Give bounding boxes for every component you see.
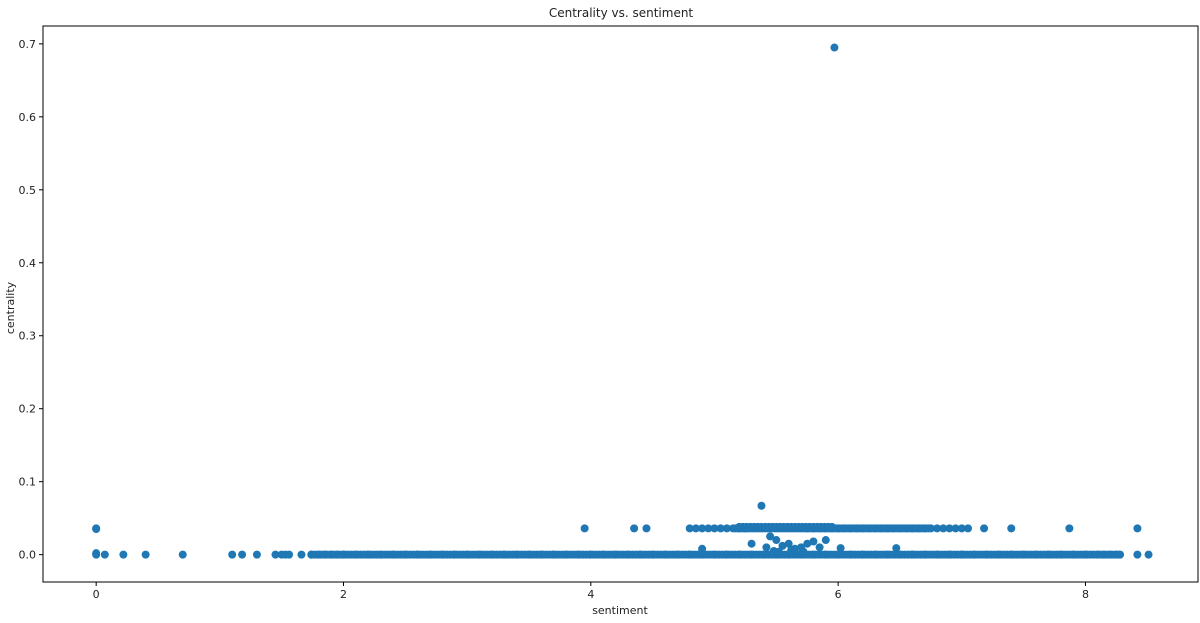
scatter-point	[951, 524, 960, 533]
scatter-point	[580, 524, 589, 533]
scatter-point	[892, 544, 901, 553]
scatter-point	[836, 544, 845, 553]
scatter-point	[980, 524, 989, 533]
scatter-point	[704, 524, 713, 533]
scatter-point	[747, 539, 756, 548]
y-tick-label: 0.6	[19, 111, 37, 124]
scatter-point	[803, 539, 812, 548]
scatter-point	[821, 536, 830, 545]
y-tick-label: 0.3	[19, 330, 37, 343]
scatter-point	[778, 541, 787, 550]
scatter-point	[957, 524, 966, 533]
scatter-point	[698, 524, 707, 533]
scatter-point	[238, 550, 247, 559]
scatter-point	[939, 524, 948, 533]
scatter-point	[762, 543, 771, 552]
y-tick-label: 0.7	[19, 38, 37, 51]
y-tick-label: 0.4	[19, 257, 37, 270]
scatter-point	[92, 525, 101, 534]
scatter-point	[271, 550, 280, 559]
scatter-point	[252, 550, 261, 559]
scatter-point	[784, 539, 793, 548]
scatter-point	[827, 522, 836, 531]
x-tick-label: 4	[587, 588, 594, 601]
scatter-point	[1133, 524, 1142, 533]
scatter-point	[815, 543, 824, 552]
chart-title: Centrality vs. sentiment	[549, 6, 694, 20]
scatter-point	[716, 524, 725, 533]
scatter-point	[722, 524, 731, 533]
scatter-point	[766, 532, 775, 541]
scatter-point	[710, 524, 719, 533]
x-tick-label: 8	[1082, 588, 1089, 601]
y-tick-label: 0.0	[19, 549, 37, 562]
scatter-point	[830, 43, 839, 52]
x-tick-label: 2	[340, 588, 347, 601]
scatter-point	[772, 536, 781, 545]
y-axis-ticks: 0.0 0.1 0.2 0.3 0.4 0.5 0.6 0.7	[19, 38, 43, 562]
x-tick-label: 6	[835, 588, 842, 601]
scatter-point	[945, 524, 954, 533]
scatter-points	[92, 43, 1153, 559]
scatter-point	[297, 550, 306, 559]
scatter-point	[178, 550, 187, 559]
scatter-point	[757, 501, 766, 510]
scatter-point	[1114, 550, 1123, 559]
scatter-point	[285, 550, 294, 559]
scatter-point	[933, 524, 942, 533]
scatter-point	[963, 524, 972, 533]
scatter-point	[228, 550, 237, 559]
plot-frame	[42, 25, 1199, 583]
scatter-point	[141, 550, 150, 559]
x-axis-ticks: 0 2 4 6 8	[93, 582, 1089, 601]
scatter-point	[1144, 550, 1153, 559]
scatter-point	[119, 550, 128, 559]
scatter-point	[926, 524, 935, 533]
y-tick-label: 0.5	[19, 184, 37, 197]
scatter-point	[100, 550, 109, 559]
x-axis-label: sentiment	[592, 604, 648, 617]
scatter-point	[1065, 524, 1074, 533]
scatter-point	[642, 524, 651, 533]
scatter-point	[1133, 550, 1142, 559]
scatter-point	[630, 524, 639, 533]
scatter-point	[1007, 524, 1016, 533]
scatter-point	[685, 524, 694, 533]
x-tick-label: 0	[93, 588, 100, 601]
scatter-point	[691, 524, 700, 533]
scatter-point	[92, 550, 101, 559]
y-tick-label: 0.2	[19, 403, 37, 416]
scatter-point	[809, 537, 818, 546]
y-axis-label: centrality	[4, 281, 17, 334]
y-tick-label: 0.1	[19, 476, 37, 489]
